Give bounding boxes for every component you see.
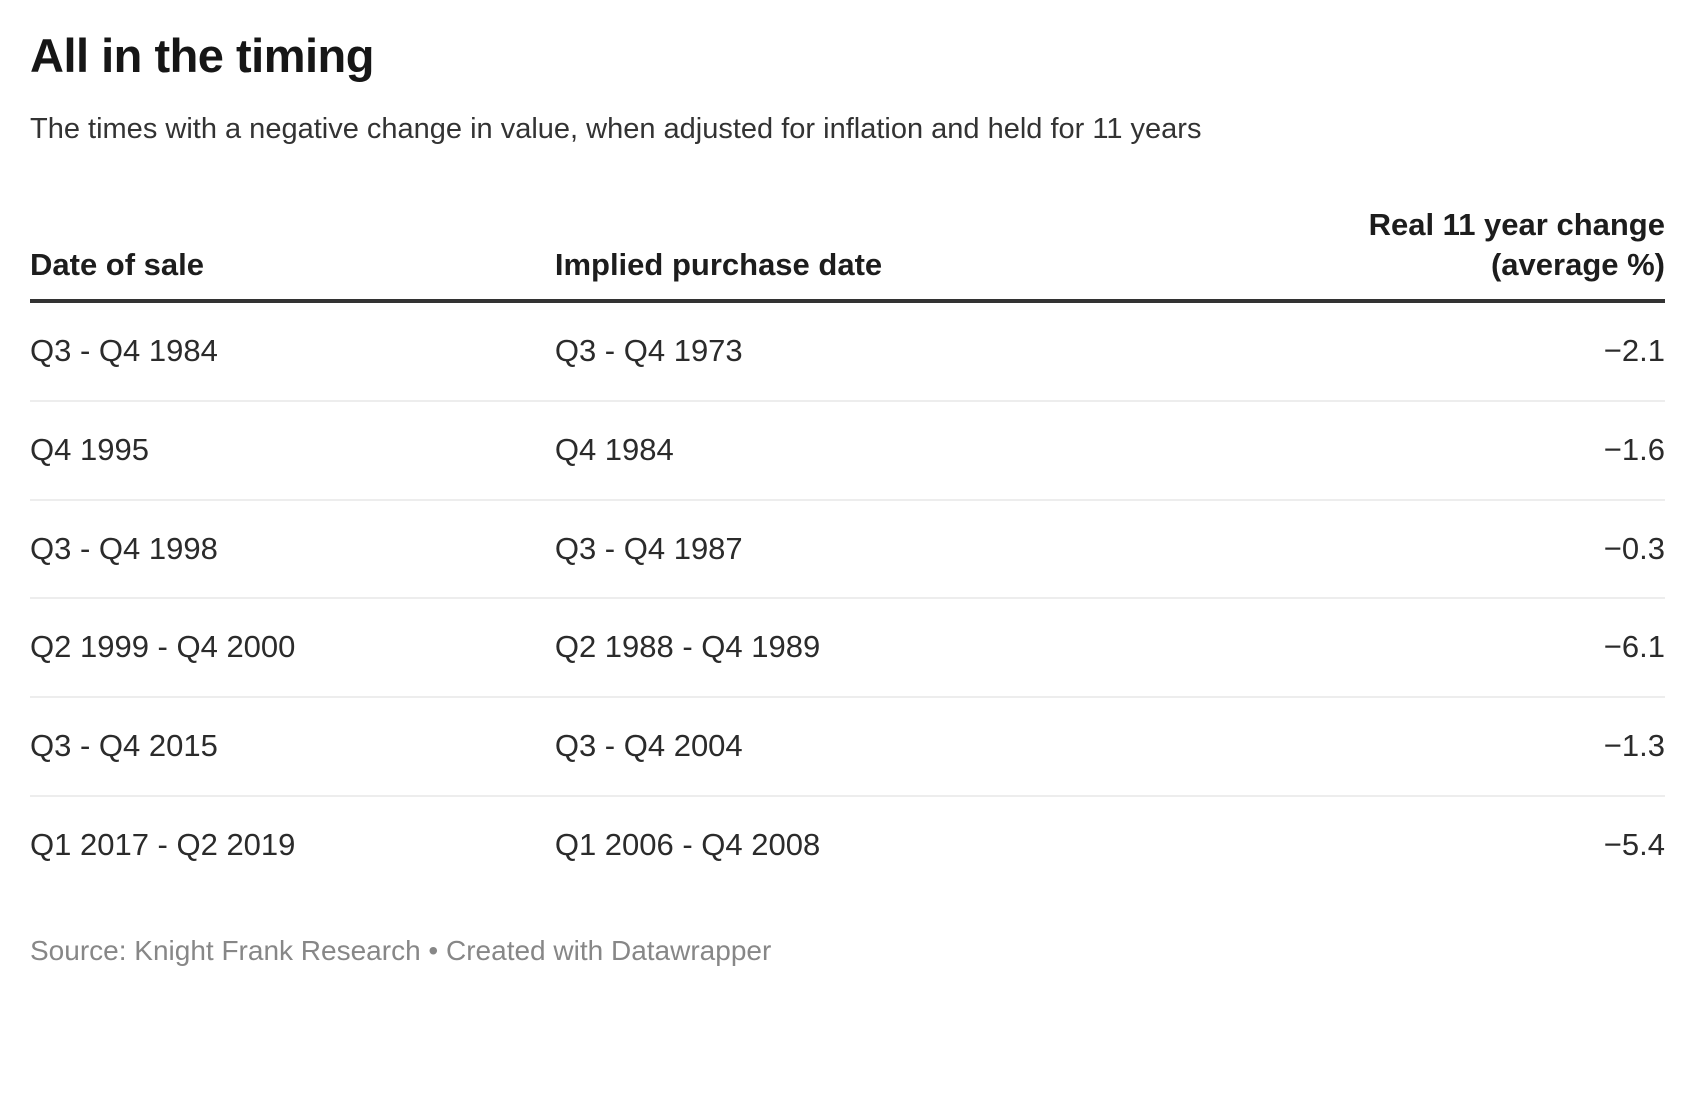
column-header-real-11-year-change: Real 11 year change (average %) <box>1239 205 1665 304</box>
cell-implied-purchase-date: Q3 - Q4 2004 <box>554 696 1240 797</box>
data-table: Date of sale Implied purchase date Real … <box>30 205 1665 893</box>
column-header-implied-purchase-date: Implied purchase date <box>554 205 1240 304</box>
cell-real-11-year-change: −0.3 <box>1239 499 1665 600</box>
page-subtitle: The times with a negative change in valu… <box>30 113 1202 146</box>
cell-real-11-year-change: −5.4 <box>1603 826 1665 862</box>
footer-separator: • <box>420 935 447 967</box>
cell-date-of-sale: Q2 1999 - Q4 2000 <box>30 598 555 698</box>
table-row: Q1 2017 - Q2 2019 Q1 2006 - Q4 2008 −5.4 <box>30 796 1665 894</box>
cell-date-of-sale: Q3 - Q4 2015 <box>30 696 555 797</box>
cell-date-of-sale: Q3 - Q4 1998 <box>30 499 555 600</box>
cell-implied-purchase-date: Q1 2006 - Q4 2008 <box>554 826 821 862</box>
cell-date-of-sale: Q1 2017 - Q2 2019 <box>30 826 296 862</box>
column-header-change-line1: Real 11 year change <box>1368 207 1665 243</box>
column-header-date-of-sale: Date of sale <box>30 205 555 304</box>
source-label: Source: <box>30 935 135 967</box>
source-link[interactable]: Knight Frank Research <box>134 935 421 967</box>
cell-real-11-year-change: −6.1 <box>1239 598 1665 698</box>
cell-real-11-year-change: −1.6 <box>1239 401 1665 501</box>
cell-date-of-sale: Q4 1995 <box>30 401 555 501</box>
table-header-row: Date of sale Implied purchase date Real … <box>30 205 1665 304</box>
cell-implied-purchase-date: Q4 1984 <box>554 401 1240 501</box>
table-row: Q4 1995 Q4 1984 −1.6 <box>30 401 1665 501</box>
cell-real-11-year-change: −1.3 <box>1239 696 1665 797</box>
cell-date-of-sale: Q3 - Q4 1984 <box>30 301 555 403</box>
datawrapper-attribution-link[interactable]: Created with Datawrapper <box>446 935 772 967</box>
table-row: Q3 - Q4 1984 Q3 - Q4 1973 −2.1 <box>30 301 1665 403</box>
table-row: Q3 - Q4 1998 Q3 - Q4 1987 −0.3 <box>30 499 1665 600</box>
cell-implied-purchase-date: Q2 1988 - Q4 1989 <box>554 598 1240 698</box>
cell-implied-purchase-date: Q3 - Q4 1973 <box>554 301 1240 403</box>
table-row: Q3 - Q4 2015 Q3 - Q4 2004 −1.3 <box>30 696 1665 797</box>
table-row: Q2 1999 - Q4 2000 Q2 1988 - Q4 1989 −6.1 <box>30 598 1665 698</box>
cell-implied-purchase-date: Q3 - Q4 1987 <box>554 499 1240 600</box>
page-title: All in the timing <box>30 29 374 82</box>
cell-real-11-year-change: −2.1 <box>1239 301 1665 403</box>
footer: Source: Knight Frank Research • Created … <box>30 933 1665 969</box>
column-header-change-line2: (average %) <box>1490 246 1665 282</box>
